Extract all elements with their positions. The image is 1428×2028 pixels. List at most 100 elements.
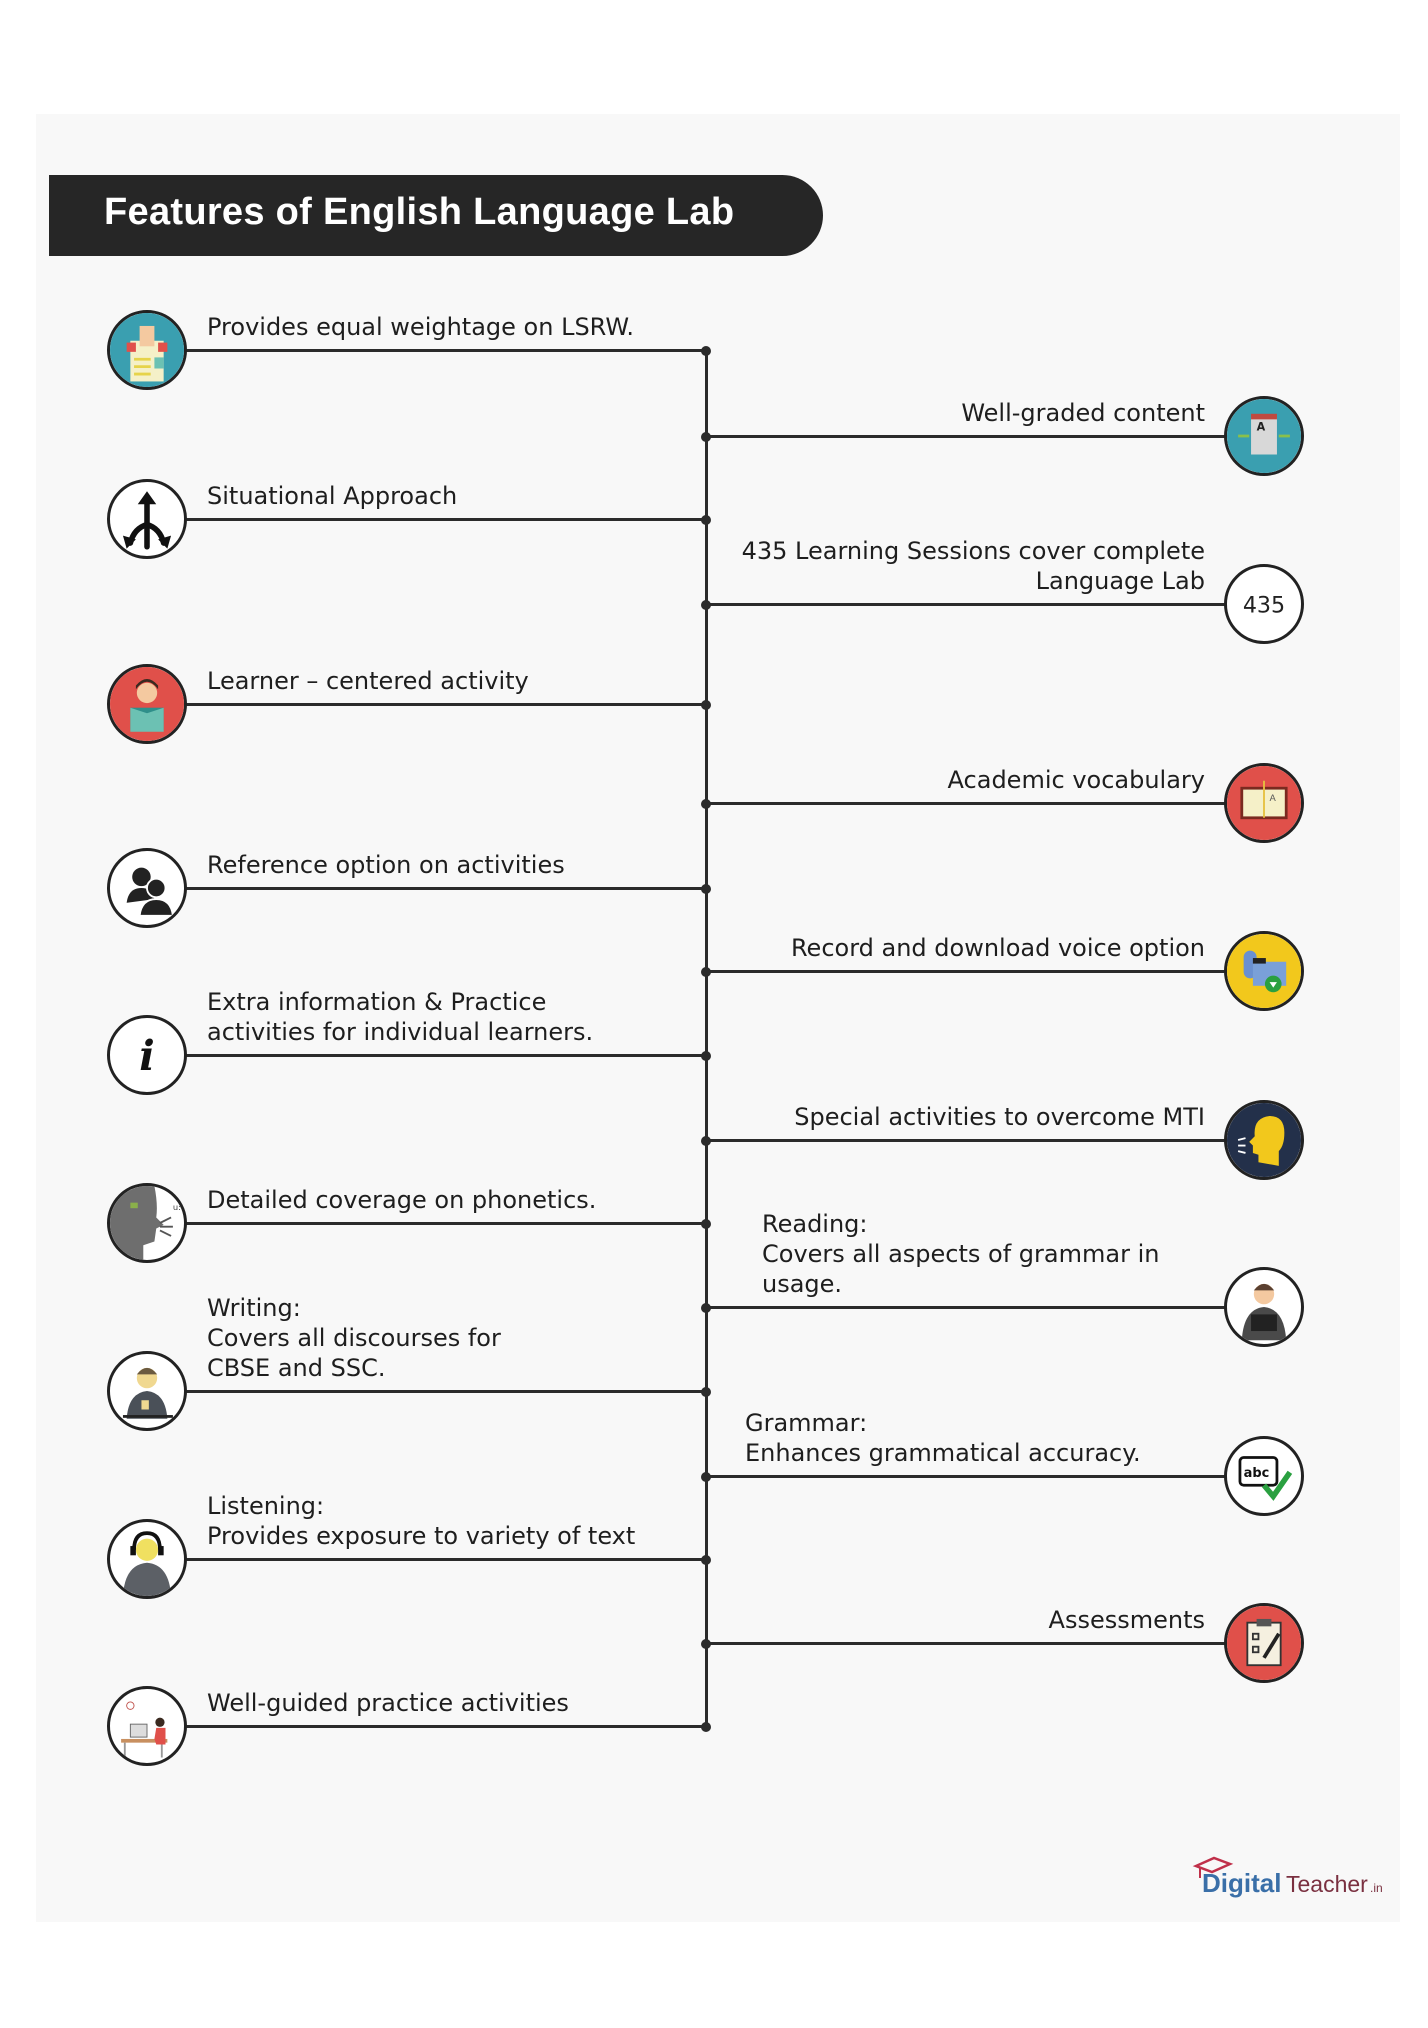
feature-label: Reading: Covers all aspects of grammar in…	[762, 1209, 1159, 1299]
feature-label: Situational Approach	[207, 481, 457, 511]
feature-label-line: Writing:	[207, 1294, 301, 1322]
icon-number: 435	[1243, 592, 1285, 618]
connector-dot	[701, 1639, 711, 1649]
feature-label: Learner – centered activity	[207, 666, 529, 696]
connector-line	[186, 518, 708, 521]
feature-label: Extra information & Practice activities f…	[207, 987, 593, 1047]
feature-label: Well-graded content	[961, 398, 1205, 428]
connector-dot	[701, 884, 711, 894]
feature-label-line: Academic vocabulary	[947, 766, 1205, 794]
split-arrows-icon	[107, 479, 187, 559]
connector-line	[706, 970, 1226, 973]
connector-line	[186, 703, 708, 706]
feature-label-line: Covers all aspects of grammar in	[762, 1240, 1160, 1268]
feature-label-line: Provides exposure to variety of text	[207, 1522, 636, 1550]
feature-label: Provides equal weightage on LSRW.	[207, 312, 634, 342]
feature-label-line: Well-guided practice activities	[207, 1689, 569, 1717]
connector-dot	[701, 600, 711, 610]
svg-text:u:: u:	[173, 1202, 181, 1212]
timeline-spine	[705, 350, 708, 1727]
feature-label-line: Language Lab	[1035, 567, 1205, 595]
feature-label-line: CBSE and SSC.	[207, 1354, 386, 1382]
feature-label-line: Record and download voice option	[790, 934, 1205, 962]
people-group-icon	[107, 848, 187, 928]
feature-label: Academic vocabulary	[948, 765, 1205, 795]
svg-text:abc: abc	[1244, 1466, 1270, 1481]
feature-label-line: Situational Approach	[207, 482, 458, 510]
feature-label: Grammar: Enhances grammatical accuracy.	[745, 1408, 1141, 1468]
connector-dot	[701, 700, 711, 710]
feature-label: Detailed coverage on phonetics.	[207, 1185, 596, 1215]
connector-line	[186, 1390, 708, 1393]
clipboard-icon	[1224, 1603, 1304, 1683]
graded-content-icon: A	[1224, 396, 1304, 476]
feature-label-line: activities for individual learners.	[207, 1018, 594, 1046]
feature-label: 435 Learning Sessions cover complete Lang…	[742, 536, 1205, 596]
feature-label-line: usage.	[762, 1270, 843, 1298]
feature-label-line: Listening:	[207, 1492, 325, 1520]
mic-download-icon	[1224, 931, 1304, 1011]
connector-dot	[701, 1303, 711, 1313]
connector-line	[706, 435, 1226, 438]
vocabulary-book-icon: A	[1224, 763, 1304, 843]
feature-label: Listening: Provides exposure to variety o…	[207, 1491, 635, 1551]
feature-label-line: Enhances grammatical accuracy.	[745, 1439, 1141, 1467]
lsrw-book-icon	[107, 310, 187, 390]
title-banner: Features of English Language Lab	[49, 175, 823, 256]
connector-dot	[701, 1051, 711, 1061]
connector-line	[186, 349, 708, 352]
feature-label-line: Grammar:	[745, 1409, 868, 1437]
feature-label-line: Special activities to overcome MTI	[794, 1103, 1205, 1131]
speaking-head-icon	[1224, 1100, 1304, 1180]
speaking-head-phonetics-icon: u:	[107, 1183, 187, 1263]
svg-text:i: i	[139, 1032, 154, 1080]
connector-line	[706, 802, 1226, 805]
feature-label-line: Detailed coverage on phonetics.	[207, 1186, 597, 1214]
connector-dot	[701, 967, 711, 977]
logo-text-teacher: Teacher	[1286, 1871, 1368, 1897]
feature-label-line: Reference option on activities	[207, 851, 565, 879]
connector-dot	[701, 1219, 711, 1229]
info-icon: i	[107, 1015, 187, 1095]
feature-label-line: Reading:	[762, 1210, 868, 1238]
connector-dot	[701, 799, 711, 809]
learner-reading-icon	[107, 664, 187, 744]
connector-line	[186, 1558, 708, 1561]
infographic-panel	[36, 114, 1400, 1922]
connector-line	[706, 1306, 1226, 1309]
feature-label: Special activities to overcome MTI	[794, 1102, 1205, 1132]
connector-dot	[701, 1136, 711, 1146]
connector-dot	[701, 1555, 711, 1565]
connector-line	[706, 603, 1226, 606]
connector-line	[186, 1725, 708, 1728]
connector-line	[186, 887, 708, 890]
headphones-person-icon	[107, 1519, 187, 1599]
connector-line	[706, 1475, 1226, 1478]
connector-line	[706, 1139, 1226, 1142]
feature-label-line: Assessments	[1048, 1606, 1205, 1634]
connector-dot	[701, 1387, 711, 1397]
connector-line	[186, 1222, 708, 1225]
number-435-icon: 435	[1224, 564, 1304, 644]
logo-text-suffix: .in	[1370, 1881, 1383, 1895]
feature-label: Writing: Covers all discourses for CBSE an…	[207, 1293, 501, 1383]
digital-teacher-logo: Digital Teacher .in	[1192, 1856, 1383, 1898]
connector-dot	[701, 1722, 711, 1732]
connector-dot	[701, 515, 711, 525]
logo-text-digital: Digital	[1202, 1868, 1281, 1898]
connector-dot	[701, 1472, 711, 1482]
abc-check-icon: abc	[1224, 1436, 1304, 1516]
page-title: Features of English Language Lab	[104, 191, 735, 233]
desk-computer-icon	[107, 1686, 187, 1766]
feature-label-line: Well-graded content	[961, 399, 1205, 427]
feature-label-line: Extra information & Practice	[207, 988, 547, 1016]
connector-dot	[701, 432, 711, 442]
feature-label-line: Covers all discourses for	[207, 1324, 501, 1352]
connector-line	[706, 1642, 1226, 1645]
svg-text:A: A	[1257, 420, 1266, 433]
connector-line	[186, 1054, 708, 1057]
svg-text:A: A	[1270, 793, 1277, 804]
writing-person-icon	[107, 1351, 187, 1431]
feature-label-line: Provides equal weightage on LSRW.	[207, 313, 634, 341]
feature-label: Reference option on activities	[207, 850, 565, 880]
